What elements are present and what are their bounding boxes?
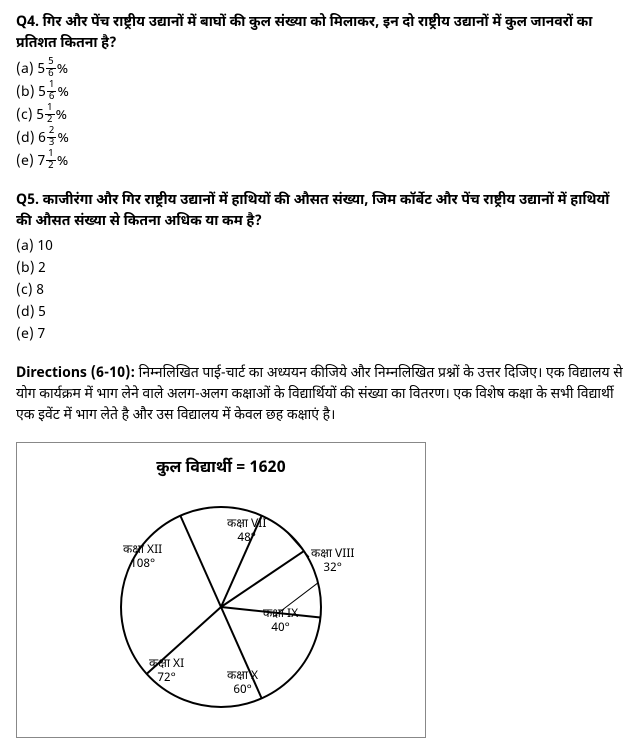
q4-option: (d) 623%: [16, 127, 627, 149]
pie-slice-label: कक्षा VIII32°: [311, 547, 354, 575]
fraction: 23: [47, 127, 57, 149]
q5-option: (e) 7: [16, 324, 627, 345]
q5-option: (a) 10: [16, 236, 627, 257]
fraction: 12: [46, 150, 56, 172]
pie-chart: कक्षा VII48° कक्षा VIII32° कक्षा IX40° कक्ष…: [41, 487, 401, 727]
pie-chart-container: कुल विद्यार्थी = 1620 कक्षा VII48°कक्षा …: [16, 442, 426, 738]
directions-lead: Directions (6-10):: [16, 364, 135, 383]
q5-option: (c) 8: [16, 280, 627, 301]
q4-option: (b) 516%: [16, 81, 627, 103]
q4-options: (a) 556%(b) 516%(c) 512%(d) 623%(e) 712%: [16, 58, 627, 172]
pie-slice-label: कक्षा VII48°: [227, 517, 266, 545]
fraction: 56: [46, 58, 56, 80]
pie-slice-label: कक्षा XI72°: [149, 657, 184, 685]
q4-option: (c) 512%: [16, 104, 627, 126]
q5-options: (a) 10(b) 2(c) 8(d) 5(e) 7: [16, 236, 627, 345]
q5-option: (d) 5: [16, 302, 627, 323]
question-4: Q4. गिर और पेंच राष्ट्रीय उद्यानों में ब…: [16, 12, 627, 172]
question-5: Q5. काजीरंगा और गिर राष्ट्रीय उद्यानों म…: [16, 190, 627, 345]
q5-text: Q5. काजीरंगा और गिर राष्ट्रीय उद्यानों म…: [16, 190, 627, 232]
pie-slice-label: कक्षा XII108°: [123, 543, 162, 571]
fraction: 16: [47, 81, 57, 103]
q5-option: (b) 2: [16, 258, 627, 279]
fraction: 12: [45, 104, 55, 126]
q4-option: (a) 556%: [16, 58, 627, 80]
q4-option: (e) 712%: [16, 150, 627, 172]
directions-6-10: Directions (6-10): निम्नलिखित पाई-चार्ट …: [16, 363, 627, 426]
pie-slice-label: कक्षा IX40°: [263, 607, 298, 635]
pie-slice-label: कक्षा X60°: [227, 669, 258, 697]
q4-text: Q4. गिर और पेंच राष्ट्रीय उद्यानों में ब…: [16, 12, 627, 54]
chart-title: कुल विद्यार्थी = 1620: [27, 457, 415, 481]
